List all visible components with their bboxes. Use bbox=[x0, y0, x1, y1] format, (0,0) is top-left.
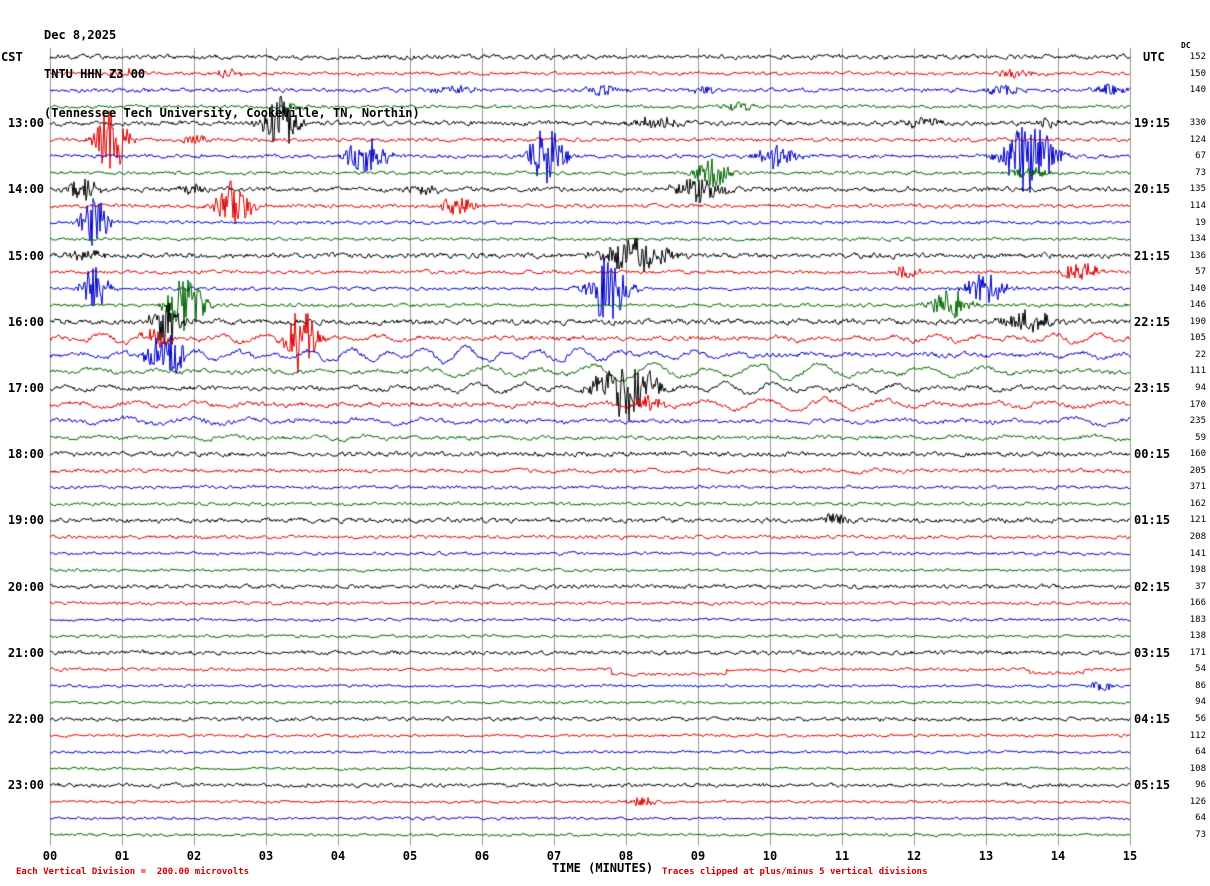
minute-tick-label: 02 bbox=[186, 849, 202, 863]
dc-offset-value: 198 bbox=[1189, 565, 1206, 576]
minute-tick-label: 14 bbox=[1050, 849, 1066, 863]
utc-hour-label: 19:15 bbox=[1134, 116, 1171, 131]
cst-hour-label: 17:00 bbox=[7, 381, 44, 395]
dc-offset-value: 126 bbox=[1189, 796, 1206, 807]
utc-timezone-label: UTC bbox=[1143, 50, 1165, 64]
station-label: TNTU HHN Z3 00 bbox=[44, 67, 146, 81]
station-description: (Tennessee Tech University, Cookeville, … bbox=[44, 106, 420, 120]
dc-offset-value: 330 bbox=[1189, 118, 1206, 129]
dc-offset-value: 114 bbox=[1189, 200, 1206, 211]
dc-offset-value: 235 bbox=[1189, 416, 1206, 427]
dc-offset-value: 64 bbox=[1195, 747, 1206, 758]
minute-tick-label: 04 bbox=[330, 849, 346, 863]
dc-offset-value: 73 bbox=[1195, 167, 1206, 178]
utc-hour-label: 21:15 bbox=[1134, 248, 1171, 263]
dc-offset-value: 22 bbox=[1195, 349, 1206, 360]
dc-offset-value: 124 bbox=[1189, 134, 1206, 145]
minute-tick-label: 00 bbox=[42, 849, 58, 863]
utc-hour-label: 00:15 bbox=[1134, 447, 1171, 462]
utc-hour-label: 22:15 bbox=[1134, 314, 1171, 329]
dc-offset-value: 111 bbox=[1189, 366, 1206, 377]
minute-tick-label: 07 bbox=[546, 849, 562, 863]
dc-offset-value: 108 bbox=[1189, 763, 1206, 774]
dc-offset-value: 166 bbox=[1189, 598, 1206, 609]
dc-offset-value: 136 bbox=[1189, 250, 1206, 261]
clip-note: Traces clipped at plus/minus 5 vertical … bbox=[662, 867, 928, 877]
dc-offset-value: 208 bbox=[1189, 531, 1206, 542]
cst-hour-label: 19:00 bbox=[7, 513, 44, 528]
dc-offset-value: 67 bbox=[1195, 151, 1206, 162]
dc-column-header: DC bbox=[1181, 41, 1191, 50]
minute-tick-label: 12 bbox=[906, 849, 922, 863]
dc-offset-value: 121 bbox=[1189, 515, 1206, 526]
scale-note: Each Vertical Division = 200.00 microvol… bbox=[16, 867, 249, 877]
utc-hour-label: 03:15 bbox=[1134, 645, 1171, 660]
x-axis-title: TIME (MINUTES) bbox=[552, 861, 654, 875]
dc-offset-value: 190 bbox=[1189, 316, 1206, 327]
cst-hour-label: 20:00 bbox=[7, 579, 44, 594]
dc-offset-value: 183 bbox=[1189, 614, 1206, 625]
dc-offset-value: 37 bbox=[1195, 581, 1206, 592]
minute-tick-label: 10 bbox=[762, 849, 778, 863]
cst-hour-label: 15:00 bbox=[7, 248, 44, 263]
minute-tick-label: 15 bbox=[1122, 849, 1138, 863]
dc-offset-value: 54 bbox=[1195, 664, 1206, 675]
minute-tick-label: 05 bbox=[402, 849, 418, 863]
dc-offset-value: 146 bbox=[1189, 300, 1206, 311]
dc-offset-value: 86 bbox=[1195, 680, 1206, 691]
dc-offset-value: 162 bbox=[1189, 498, 1206, 509]
minute-tick-label: 09 bbox=[690, 849, 706, 863]
dc-offset-value: 140 bbox=[1189, 85, 1206, 96]
cst-hour-label: 18:00 bbox=[7, 447, 44, 462]
dc-offset-value: 138 bbox=[1189, 631, 1206, 642]
utc-hour-label: 23:15 bbox=[1134, 381, 1171, 395]
dc-offset-value: 96 bbox=[1195, 780, 1206, 791]
cst-hour-label: 22:00 bbox=[7, 712, 44, 726]
dc-offset-value: 59 bbox=[1195, 432, 1206, 443]
dc-offset-value: 56 bbox=[1195, 714, 1206, 724]
minute-tick-label: 01 bbox=[114, 849, 130, 863]
utc-hour-label: 01:15 bbox=[1134, 513, 1171, 528]
date-label: Dec 8,2025 bbox=[44, 28, 117, 42]
dc-offset-value: 152 bbox=[1189, 52, 1206, 62]
dc-offset-value: 150 bbox=[1189, 68, 1206, 79]
dc-offset-value: 64 bbox=[1195, 813, 1206, 824]
dc-offset-value: 57 bbox=[1195, 267, 1206, 278]
dc-offset-value: 160 bbox=[1189, 449, 1206, 460]
dc-offset-value: 94 bbox=[1195, 697, 1206, 708]
dc-offset-value: 141 bbox=[1189, 548, 1206, 559]
utc-hour-label: 20:15 bbox=[1134, 182, 1171, 197]
dc-offset-value: 94 bbox=[1195, 383, 1206, 393]
utc-hour-label: 05:15 bbox=[1134, 778, 1171, 793]
cst-hour-label: 16:00 bbox=[7, 314, 44, 329]
cst-hour-label: 21:00 bbox=[7, 645, 44, 660]
dc-offset-value: 134 bbox=[1189, 234, 1206, 245]
minute-tick-label: 11 bbox=[834, 849, 850, 863]
cst-hour-label: 23:00 bbox=[7, 778, 44, 793]
utc-hour-label: 04:15 bbox=[1134, 712, 1171, 726]
dc-offset-value: 140 bbox=[1189, 283, 1206, 294]
dc-offset-value: 19 bbox=[1195, 217, 1206, 228]
dc-offset-value: 105 bbox=[1189, 333, 1206, 344]
minute-tick-label: 13 bbox=[978, 849, 994, 863]
dc-offset-value: 135 bbox=[1189, 184, 1206, 195]
utc-hour-label: 02:15 bbox=[1134, 579, 1171, 594]
cst-timezone-label: CST bbox=[1, 50, 23, 64]
minute-tick-label: 06 bbox=[474, 849, 490, 863]
cst-hour-label: 14:00 bbox=[7, 182, 44, 197]
dc-offset-value: 171 bbox=[1189, 647, 1206, 658]
dc-offset-value: 112 bbox=[1189, 730, 1206, 741]
dc-offset-value: 205 bbox=[1189, 465, 1206, 476]
cst-hour-label: 13:00 bbox=[7, 116, 44, 131]
minute-tick-label: 08 bbox=[618, 849, 634, 863]
dc-offset-value: 371 bbox=[1189, 482, 1206, 493]
dc-offset-value: 170 bbox=[1189, 399, 1206, 410]
minute-tick-label: 03 bbox=[258, 849, 274, 863]
title-block: Dec 8,2025 TNTU HHN Z3 00 (Tennessee Tec… bbox=[44, 3, 420, 146]
dc-offset-value: 73 bbox=[1195, 829, 1206, 840]
